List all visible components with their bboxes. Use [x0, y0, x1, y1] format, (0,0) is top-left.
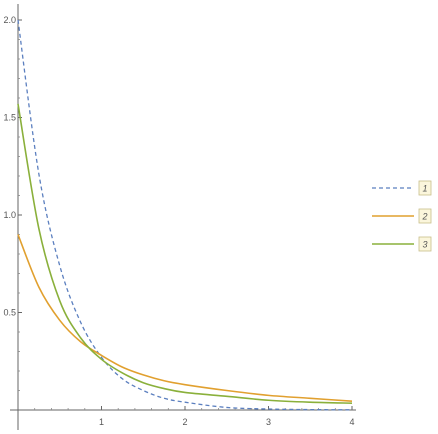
y-axis-ticks: 0.5 1.0 1.5 2.0 [3, 15, 22, 391]
legend-label-box [418, 208, 432, 224]
x-tick-label: 2 [182, 417, 187, 427]
y-tick-label: 1.5 [3, 113, 16, 123]
y-tick-label: 0.5 [3, 308, 16, 318]
series-line-1 [17, 19, 353, 411]
x-tick-label: 3 [266, 417, 271, 427]
legend-label-box [418, 180, 432, 196]
legend-label-box [418, 236, 432, 252]
y-tick-label: 2.0 [3, 15, 16, 25]
x-tick-label: 1 [99, 417, 104, 427]
legend-label-1: 1 [422, 184, 427, 194]
y-tick-label: 1.0 [3, 210, 16, 220]
legend-label-2: 2 [421, 212, 427, 222]
legend-label-3: 3 [422, 240, 427, 250]
legend: 1 2 3 [372, 180, 432, 252]
series-line-3 [17, 103, 353, 404]
plot-area: 1 2 3 4 0.5 1.0 1.5 2.0 [3, 4, 356, 430]
x-tick-label: 4 [349, 417, 354, 427]
series-line-2 [17, 234, 353, 403]
series-lines [17, 19, 353, 411]
